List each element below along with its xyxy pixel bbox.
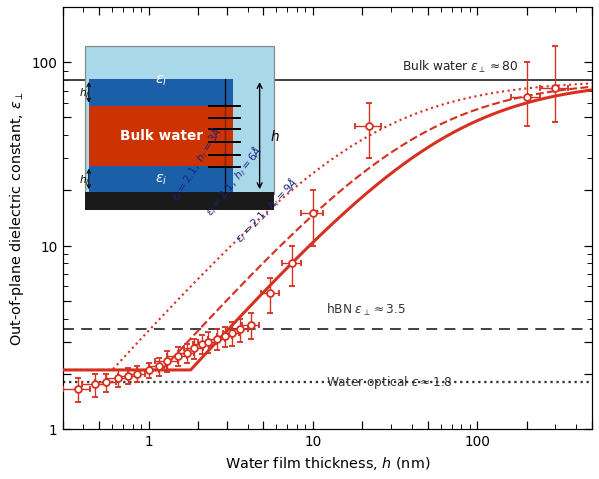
X-axis label: Water film thickness, $h$ (nm): Water film thickness, $h$ (nm) (225, 455, 429, 471)
Text: $\varepsilon_i=2.1,\ h_i=3\AA$: $\varepsilon_i=2.1,\ h_i=3\AA$ (167, 124, 225, 204)
Text: $\varepsilon_i=2.1,\ h_i=9\AA$: $\varepsilon_i=2.1,\ h_i=9\AA$ (231, 174, 301, 246)
Text: Water optical $\varepsilon\approx1.8$: Water optical $\varepsilon\approx1.8$ (326, 374, 452, 391)
Y-axis label: Out-of-plane dielectric constant, $\varepsilon_\perp$: Out-of-plane dielectric constant, $\vare… (8, 91, 26, 346)
Text: Bulk water $\varepsilon_\perp\approx80$: Bulk water $\varepsilon_\perp\approx80$ (402, 59, 518, 75)
Text: hBN $\varepsilon_\perp\approx3.5$: hBN $\varepsilon_\perp\approx3.5$ (326, 302, 406, 318)
Text: $\varepsilon_i=2.1,\ h_i=6\AA$: $\varepsilon_i=2.1,\ h_i=6\AA$ (201, 143, 266, 219)
